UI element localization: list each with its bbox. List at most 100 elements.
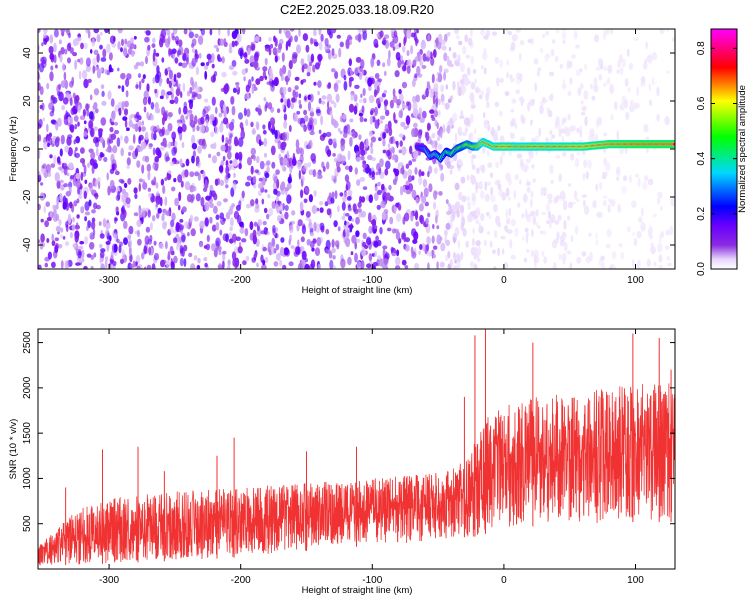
spectrogram-cell xyxy=(312,118,318,126)
spectrogram-cell xyxy=(78,195,83,199)
spectrogram-cell xyxy=(342,229,346,238)
spectrogram-cell xyxy=(441,100,445,106)
spectrogram-cell xyxy=(395,51,401,61)
spectrogram-cell xyxy=(555,155,561,159)
spectrogram-cell xyxy=(318,41,323,51)
spectrogram-cell xyxy=(98,67,103,73)
spectrogram-cell xyxy=(206,61,210,66)
spectrogram-cell xyxy=(313,221,317,232)
spectrogram-cell xyxy=(326,149,332,157)
spectrogram-cell xyxy=(113,129,120,135)
spectrogram-cell xyxy=(227,259,231,266)
spectrogram-cell xyxy=(260,230,266,235)
spectrogram-cell xyxy=(401,65,407,72)
spectrogram-cell xyxy=(582,199,586,208)
spectrogram-cell xyxy=(144,155,150,163)
spectrogram-cell xyxy=(184,169,189,178)
spectrogram-cell xyxy=(250,165,254,175)
spectrogram-cell xyxy=(133,35,137,40)
spectrogram-cell xyxy=(436,225,440,230)
spectrogram-cell xyxy=(549,164,554,174)
spectrogram-cell xyxy=(38,134,42,142)
spectrogram-cell xyxy=(211,224,217,232)
spectrogram-cell xyxy=(160,178,165,186)
spectrogram-cell xyxy=(665,229,671,236)
spectrogram-cell xyxy=(188,252,193,258)
spectrogram-cell xyxy=(246,108,251,118)
spectrogram-signal-core xyxy=(672,143,675,146)
spectrogram-cell xyxy=(120,147,124,157)
spectrogram-cell xyxy=(399,93,404,103)
colorbar-tick-label: 0.2 xyxy=(696,206,707,220)
spectrogram-cell xyxy=(233,172,236,178)
spectrogram-cell xyxy=(75,179,81,189)
spectrogram-cell xyxy=(354,208,359,215)
spectrogram-cell xyxy=(645,136,650,141)
spectrogram-cell xyxy=(77,121,80,127)
spectrogram-cell xyxy=(545,137,549,143)
spectrogram-cell xyxy=(529,119,533,127)
spectrogram-cell xyxy=(174,197,180,207)
spectrogram-cell xyxy=(241,68,247,76)
spectrogram-cell xyxy=(316,207,320,212)
spectrogram-cell xyxy=(99,44,103,50)
spectrogram-cell xyxy=(467,37,473,46)
spectrogram-cell xyxy=(418,203,424,212)
spectrogram-cell xyxy=(57,244,63,249)
spectrogram-cell xyxy=(126,127,130,131)
spectrogram-cell xyxy=(470,82,476,90)
spectrogram-cell xyxy=(147,187,152,192)
spectrogram-cell xyxy=(67,147,73,157)
spectrogram-cell xyxy=(280,181,286,190)
spectrogram-cell xyxy=(464,126,469,133)
spectrogram-cell xyxy=(300,236,305,243)
spectrogram-cell xyxy=(39,86,44,96)
spectrogram-cell xyxy=(467,201,471,211)
spectrogram-cell xyxy=(215,214,220,220)
spectrogram-cell xyxy=(466,195,471,202)
spectrogram-cell xyxy=(83,190,88,200)
spectrogram-cell xyxy=(453,113,456,122)
spectrogram-cell xyxy=(636,259,641,269)
spectrogram-cell xyxy=(222,260,225,269)
spectrogram-cell xyxy=(254,169,259,174)
spectrogram-cell xyxy=(385,192,391,201)
spectrogram-cell xyxy=(660,231,665,238)
spectrogram-cell xyxy=(658,254,663,263)
spectrogram-cell xyxy=(65,190,72,197)
spectrogram-cell xyxy=(638,216,643,223)
spectrogram-cell xyxy=(370,136,376,143)
spectrogram-cell xyxy=(179,245,184,254)
spectrogram-cell xyxy=(402,103,406,109)
spectrogram-cell xyxy=(180,91,183,98)
spectrogram-cell xyxy=(451,204,456,211)
spectrogram-cell xyxy=(398,88,402,95)
spectrogram-cell xyxy=(498,110,503,117)
spectrogram-cell xyxy=(261,263,267,269)
spectrogram-cell xyxy=(447,250,451,259)
spectrogram-cell xyxy=(382,37,387,46)
spectrogram-cell xyxy=(194,171,200,177)
spectrogram-cell xyxy=(49,52,55,61)
spectrogram-cell xyxy=(162,221,167,230)
spectrogram-cell xyxy=(286,98,291,109)
spectrogram-cell xyxy=(374,225,378,230)
spectrogram-cell xyxy=(241,238,247,243)
spectrogram-cell xyxy=(518,52,522,62)
spectrogram-cell xyxy=(83,78,89,89)
spectrogram-cell xyxy=(368,168,372,176)
spectrogram-cell xyxy=(511,98,517,104)
spectrogram-cell xyxy=(238,112,243,120)
spectrogram-cell xyxy=(470,174,475,184)
spectrogram-cell xyxy=(418,169,422,178)
spectrogram-cell xyxy=(88,199,92,207)
spectrogram-cell xyxy=(326,131,332,137)
spectrogram-cell xyxy=(302,166,308,172)
spectrogram-cell xyxy=(204,201,210,212)
spectrogram-cell xyxy=(38,123,42,129)
spectrogram-cell xyxy=(110,251,114,260)
spectrogram-cell xyxy=(303,198,308,204)
spectrogram-cell xyxy=(616,69,620,74)
spectrogram-cell xyxy=(284,204,289,211)
spectrogram-cell xyxy=(318,29,322,36)
